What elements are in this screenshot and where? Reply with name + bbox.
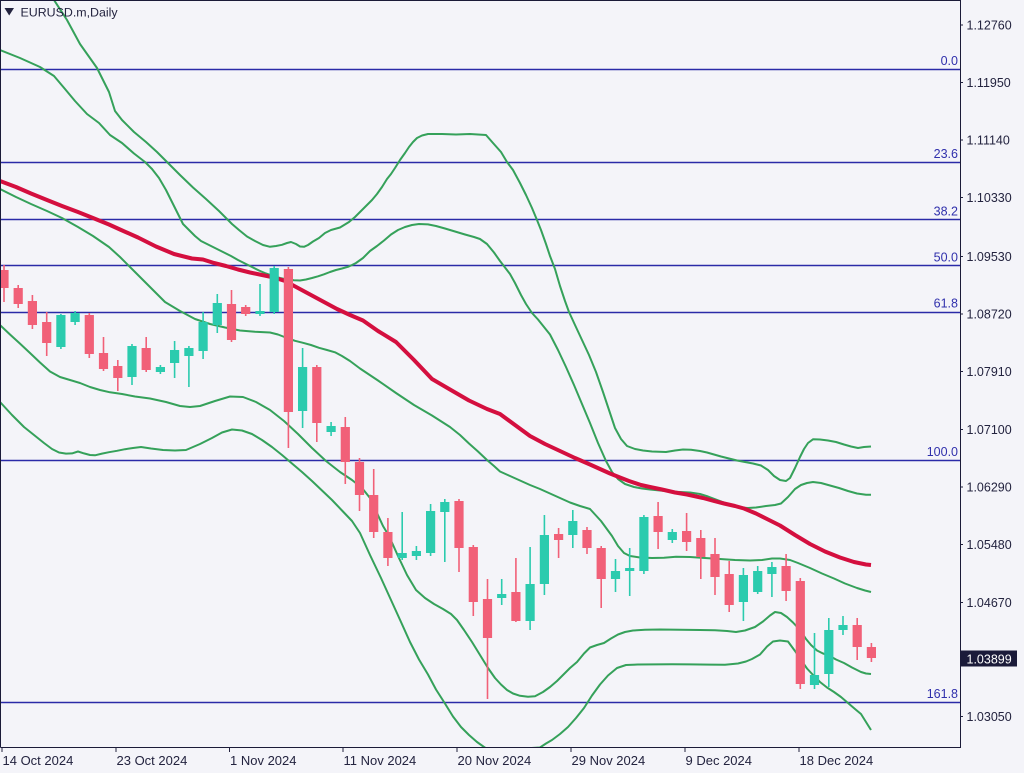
svg-text:1.08720: 1.08720 [967, 308, 1012, 322]
svg-text:1.09530: 1.09530 [967, 250, 1012, 264]
svg-text:1.07100: 1.07100 [967, 423, 1012, 437]
svg-text:61.8: 61.8 [934, 297, 958, 311]
svg-text:1.11950: 1.11950 [967, 76, 1011, 90]
svg-text:100.0: 100.0 [927, 445, 958, 459]
svg-text:EURUSD.m,Daily: EURUSD.m,Daily [21, 6, 119, 20]
svg-text:1.05480: 1.05480 [967, 538, 1012, 552]
svg-text:9 Dec 2024: 9 Dec 2024 [686, 753, 753, 768]
svg-text:14 Oct 2024: 14 Oct 2024 [3, 753, 74, 768]
svg-text:50.0: 50.0 [934, 250, 958, 264]
svg-text:23.6: 23.6 [934, 147, 958, 161]
svg-text:38.2: 38.2 [934, 205, 958, 219]
svg-text:20 Nov 2024: 20 Nov 2024 [458, 753, 532, 768]
svg-text:18 Dec 2024: 18 Dec 2024 [800, 753, 874, 768]
svg-text:1 Nov 2024: 1 Nov 2024 [230, 753, 297, 768]
svg-text:11 Nov 2024: 11 Nov 2024 [344, 753, 417, 768]
svg-text:1.03050: 1.03050 [967, 710, 1012, 724]
svg-text:1.06290: 1.06290 [967, 481, 1012, 495]
svg-text:1.07910: 1.07910 [967, 365, 1012, 379]
svg-text:1.04670: 1.04670 [967, 596, 1012, 610]
svg-text:1.10330: 1.10330 [967, 191, 1012, 205]
svg-text:161.8: 161.8 [927, 687, 958, 701]
svg-text:29 Nov 2024: 29 Nov 2024 [572, 753, 646, 768]
svg-text:1.12760: 1.12760 [967, 19, 1012, 33]
svg-text:1.11140: 1.11140 [967, 134, 1010, 148]
svg-text:1.03899: 1.03899 [967, 652, 1012, 666]
svg-text:23 Oct 2024: 23 Oct 2024 [117, 753, 188, 768]
svg-text:0.0: 0.0 [941, 54, 958, 68]
